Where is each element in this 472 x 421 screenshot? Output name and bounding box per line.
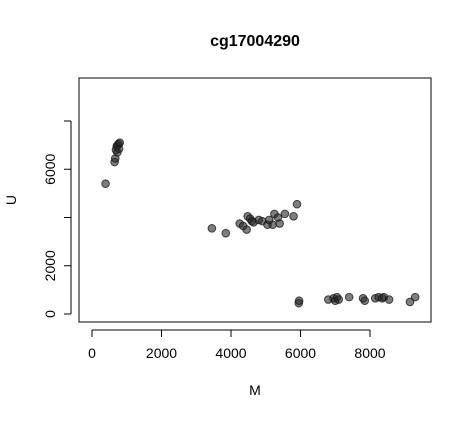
x-tick-label: 4000 <box>215 345 246 361</box>
data-point <box>334 295 344 304</box>
y-tick-label: 6000 <box>42 153 58 184</box>
data-point <box>275 219 284 228</box>
data-points <box>101 138 420 308</box>
y-tick-label: 2000 <box>42 250 58 281</box>
x-tick-label: 8000 <box>354 345 385 361</box>
x-tick-label: 2000 <box>146 345 177 361</box>
x-axis-ticks: 0 2000 4000 6000 8000 <box>88 330 386 361</box>
data-point <box>405 297 415 307</box>
data-point <box>360 296 370 306</box>
y-tick-label: 0 <box>42 310 58 318</box>
data-point <box>221 228 231 238</box>
data-point <box>292 199 302 209</box>
data-point <box>384 295 394 304</box>
chart-title: cg17004290 <box>210 33 300 50</box>
x-tick-label: 6000 <box>285 345 316 361</box>
data-point <box>280 209 290 219</box>
data-point <box>207 224 217 233</box>
data-point <box>344 292 354 302</box>
data-point <box>242 225 251 234</box>
data-point <box>294 296 304 306</box>
plot-frame <box>78 77 432 323</box>
data-point <box>410 292 420 302</box>
data-point <box>289 211 298 221</box>
data-point <box>101 179 110 189</box>
data-point <box>268 220 278 230</box>
x-tick-label: 0 <box>88 345 96 361</box>
x-axis-label: M <box>249 382 261 398</box>
y-axis-label: U <box>3 195 19 205</box>
data-point <box>115 138 125 148</box>
y-axis-ticks: 0 2000 6000 <box>42 120 71 318</box>
